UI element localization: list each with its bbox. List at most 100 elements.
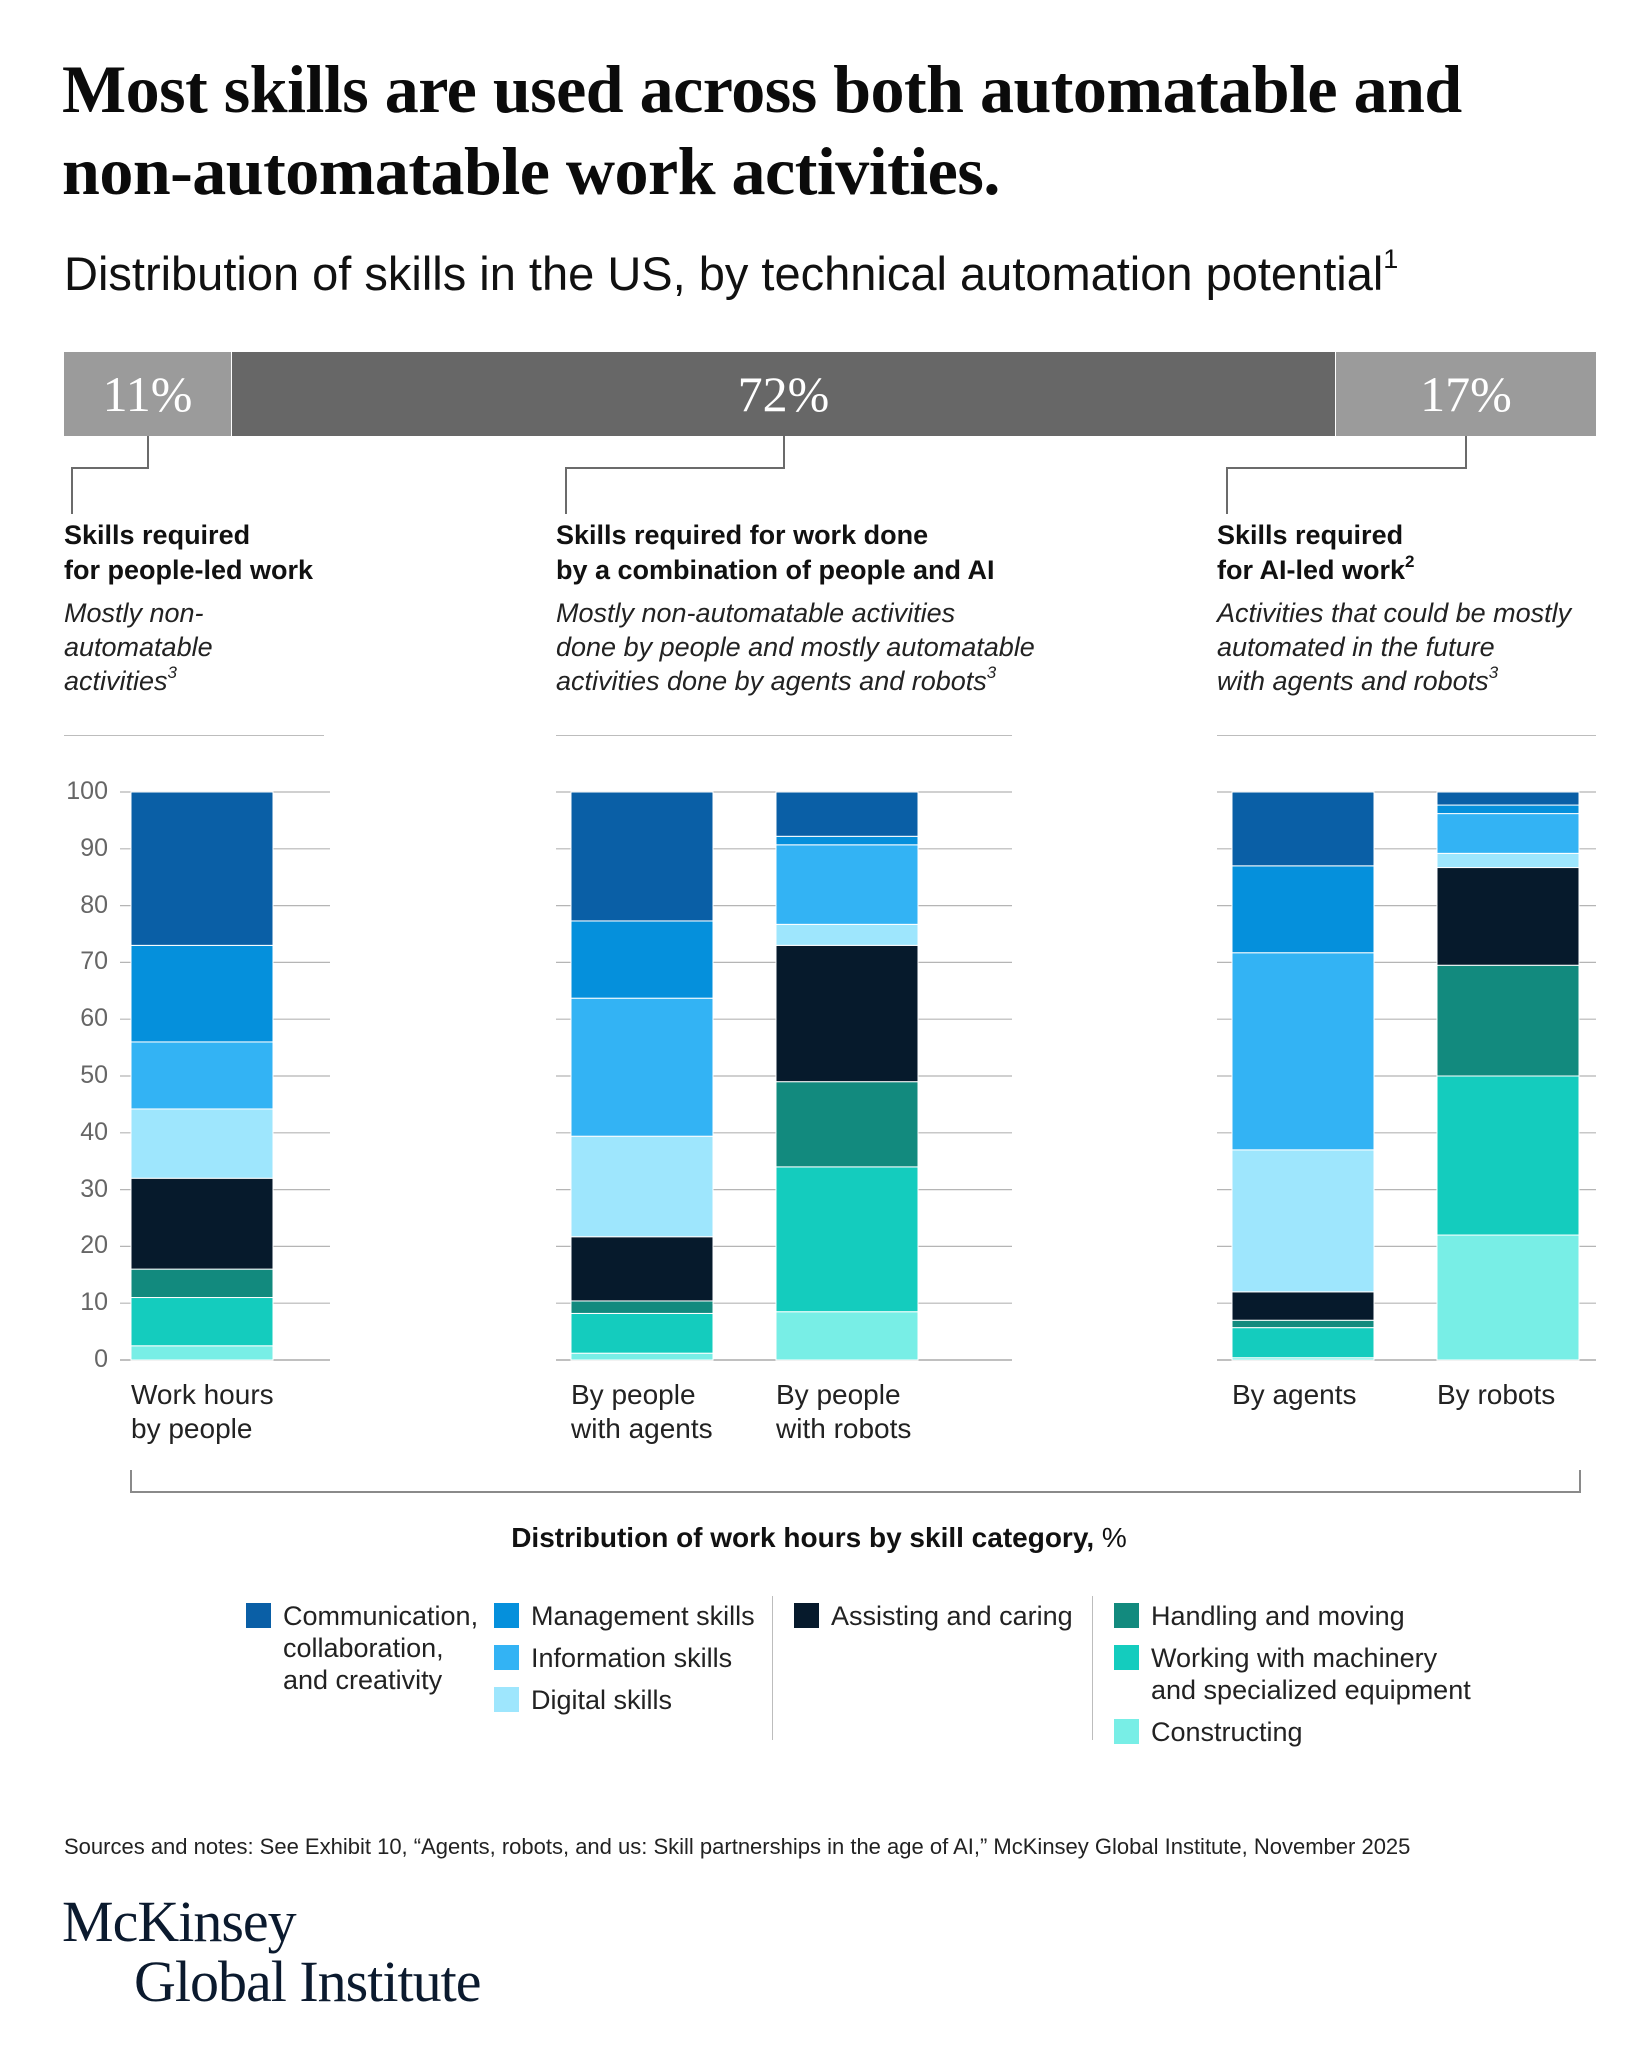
group-ai-led-title: Skills required for AI-led work2 [1217, 520, 1415, 585]
legend-item-machinery: Working with machinery and specialized e… [1114, 1642, 1471, 1706]
group-rule-people-led [64, 735, 324, 736]
x-label-by-robots: By robots [1437, 1379, 1556, 1410]
bar-segment-by-people-with-robots-2 [775, 1081, 919, 1168]
group-connectors [71, 436, 1467, 514]
sources-note: Sources and notes: See Exhibit 10, “Agen… [64, 1834, 1411, 1859]
bar-segment-by-people-with-robots-4 [775, 923, 919, 946]
legend-item-assisting: Assisting and caring [794, 1600, 1073, 1632]
logo-line1: McKinsey [62, 1889, 297, 1954]
share-bar-combination: 72% [232, 352, 1335, 436]
y-tick-label: 60 [80, 1004, 108, 1033]
bar-segment-by-people-with-agents-5 [570, 997, 714, 1137]
mckinsey-logo: McKinsey Global Institute [62, 1889, 481, 2014]
group-people-led-title: Skills required for people-led work [64, 520, 314, 585]
x-bracket [130, 1470, 1581, 1493]
bar-segment-by-agents-7 [1231, 791, 1375, 867]
legend-swatch [1114, 1603, 1139, 1628]
group-combination-desc: Mostly non-automatable activities done b… [556, 598, 1035, 696]
y-tick-label: 0 [94, 1345, 108, 1373]
bar-segment-work-hours-by-people-7 [130, 791, 274, 946]
bar-segment-work-hours-by-people-2 [130, 1268, 274, 1299]
chart-subtitle: Distribution of skills in the US, by tec… [64, 246, 1398, 302]
bar-segment-by-people-with-agents-4 [570, 1135, 714, 1238]
bar-segment-work-hours-by-people-4 [130, 1108, 274, 1179]
bar-segment-by-people-with-robots-3 [775, 944, 919, 1083]
headline: Most skills are used across both automat… [62, 51, 1462, 209]
bars [130, 791, 1580, 1361]
subtitle-footnote: 1 [1383, 244, 1399, 274]
bar-segment-by-robots-1 [1436, 1075, 1580, 1236]
x-label-work-hours-by-people: Work hours by people [131, 1379, 274, 1444]
x-label-by-people-with-agents: By people with agents [571, 1379, 713, 1444]
bar-segment-work-hours-by-people-0 [130, 1345, 274, 1361]
legend-swatch [246, 1603, 271, 1628]
share-label-ai-led: 17% [1420, 366, 1512, 422]
bar-segment-by-robots-5 [1436, 813, 1580, 854]
group-combination: Skills required for work done by a combi… [556, 518, 1076, 698]
share-label-people-led: 11% [102, 366, 193, 422]
x-label-by-people-with-robots: By people with robots [776, 1379, 912, 1444]
legend-item-management: Management skills [494, 1600, 755, 1632]
bar-segment-by-people-with-robots-0 [775, 1311, 919, 1361]
group-rule-ai-led [1217, 735, 1596, 736]
bar-segment-by-people-with-robots-7 [775, 791, 919, 837]
y-tick-label: 100 [66, 777, 108, 805]
subtitle-text: Distribution of skills in the US, by tec… [64, 247, 1384, 300]
bar-segment-by-people-with-robots-6 [775, 835, 919, 846]
bar-segment-by-people-with-agents-3 [570, 1236, 714, 1302]
bar-segment-by-agents-5 [1231, 952, 1375, 1151]
bar-segment-by-people-with-agents-0 [570, 1352, 714, 1361]
bar-segment-by-robots-2 [1436, 964, 1580, 1077]
share-label-combination: 72% [737, 366, 830, 422]
bar-segment-by-people-with-agents-6 [570, 920, 714, 999]
y-tick-label: 20 [80, 1231, 108, 1260]
bar-segment-by-agents-6 [1231, 865, 1375, 954]
legend-item-communication: Communication, collaboration, and creati… [246, 1600, 478, 1696]
bar-segment-by-robots-4 [1436, 852, 1580, 869]
legend-divider [1092, 1596, 1093, 1740]
bar-segment-by-agents-2 [1231, 1319, 1375, 1329]
share-bar-people-led: 11% [64, 352, 231, 436]
bar-segment-work-hours-by-people-6 [130, 944, 274, 1043]
bar-segment-by-people-with-agents-2 [570, 1300, 714, 1314]
legend-swatch [1114, 1719, 1139, 1744]
bar-segment-by-robots-3 [1436, 867, 1580, 966]
stacked-bar-chart [120, 791, 1596, 1361]
bar-segment-work-hours-by-people-5 [130, 1041, 274, 1110]
bar-segment-work-hours-by-people-1 [130, 1297, 274, 1347]
legend-item-handling: Handling and moving [1114, 1600, 1405, 1632]
legend-swatch [494, 1687, 519, 1712]
y-tick-label: 50 [80, 1061, 108, 1089]
group-combination-title: Skills required for work done by a combi… [556, 520, 995, 585]
group-ai-led: Skills required for AI-led work2 Activit… [1217, 518, 1617, 698]
bar-segment-by-robots-6 [1436, 804, 1580, 815]
y-tick-label: 30 [80, 1174, 108, 1203]
legend-title: Distribution of work hours by skill cate… [511, 1522, 1127, 1553]
group-ai-led-desc: Activities that could be mostly automate… [1217, 598, 1572, 696]
x-label-by-agents: By agents [1232, 1379, 1357, 1410]
y-tick-label: 80 [80, 890, 108, 919]
group-rule-combination [556, 735, 1012, 736]
bar-segment-work-hours-by-people-3 [130, 1177, 274, 1270]
bar-segment-by-agents-4 [1231, 1149, 1375, 1293]
legend-divider [772, 1596, 773, 1740]
y-tick-label: 70 [80, 947, 108, 976]
bar-segment-by-people-with-robots-1 [775, 1166, 919, 1313]
y-tick-label: 40 [80, 1117, 108, 1146]
y-tick-label: 90 [80, 833, 108, 862]
legend-swatch [794, 1603, 819, 1628]
bar-segment-by-people-with-agents-1 [570, 1312, 714, 1354]
logo-line2: Global Institute [134, 1949, 481, 2014]
legend-item-constructing: Constructing [1114, 1716, 1303, 1748]
legend-swatch [1114, 1645, 1139, 1670]
legend-swatch [494, 1645, 519, 1670]
bar-segment-by-agents-3 [1231, 1291, 1375, 1321]
bar-segment-by-agents-1 [1231, 1327, 1375, 1359]
bar-segment-by-people-with-robots-5 [775, 844, 919, 925]
group-people-led: Skills required for people-led work Most… [64, 518, 384, 698]
bar-segment-by-robots-7 [1436, 791, 1580, 806]
legend-item-information: Information skills [494, 1642, 732, 1674]
bar-segment-by-robots-0 [1436, 1234, 1580, 1361]
legend-swatch [494, 1603, 519, 1628]
group-people-led-desc: Mostly non- automatable activities3 [64, 598, 213, 696]
